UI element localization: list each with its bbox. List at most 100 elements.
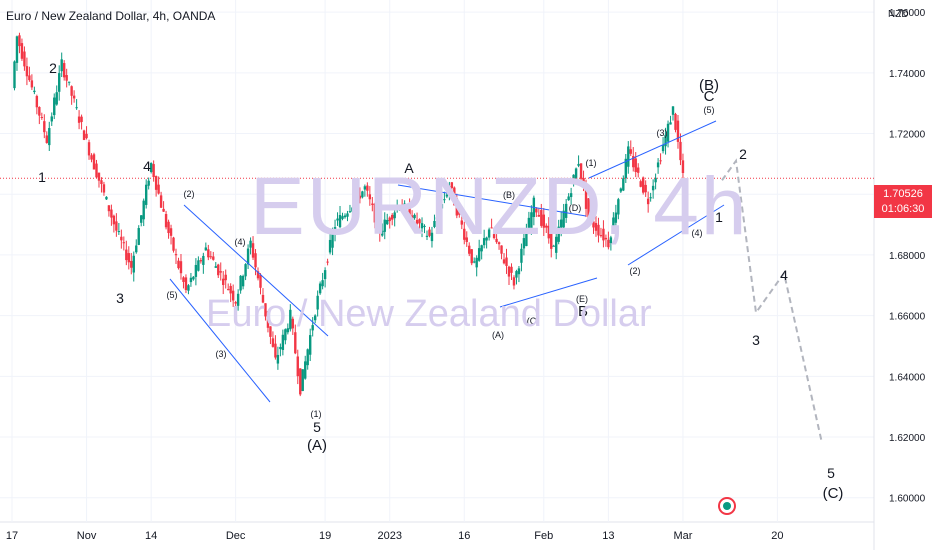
candle-body (87, 142, 91, 156)
wave-label: A (404, 160, 414, 176)
candle-body (391, 214, 394, 220)
candle-body (157, 184, 160, 194)
wave-label: C (704, 88, 715, 105)
trend-channel-line (183, 204, 329, 337)
candle-body (58, 73, 61, 92)
candle-body (545, 225, 548, 228)
candle-body (649, 197, 652, 199)
candle-body (306, 349, 309, 366)
candle-body (301, 369, 304, 391)
wave-label: 5 (827, 465, 835, 481)
candle-body (179, 261, 183, 274)
candle-body (676, 120, 680, 142)
candle-body (602, 228, 605, 241)
candle-body (105, 196, 108, 200)
trend-channel-line (397, 184, 587, 217)
wave-label: (2) (184, 189, 195, 199)
wave-label: (2) (630, 266, 641, 276)
last-price-badge: 1.70526 01:06:30 (874, 185, 932, 218)
candle-body (246, 248, 250, 265)
candle-body (127, 253, 130, 263)
wave-label: (1) (586, 158, 597, 168)
candle-body (569, 193, 573, 198)
candle-body (629, 149, 632, 154)
wave-label: 4 (143, 158, 151, 174)
candle-body (395, 206, 399, 210)
candle-body (674, 113, 677, 130)
candle-body (309, 335, 312, 355)
wave-label: (C) (527, 316, 540, 326)
candle-body (405, 206, 409, 208)
candle-body (217, 264, 220, 276)
candle-body (381, 230, 384, 236)
candle-body (495, 238, 498, 243)
candle-body (70, 86, 73, 96)
candle-body (368, 194, 372, 200)
candle-body (398, 207, 401, 210)
candle-body (321, 280, 324, 287)
x-tick-label: Feb (534, 530, 553, 542)
candle-body (632, 155, 635, 168)
candle-body (259, 274, 262, 288)
candle-body (197, 260, 200, 271)
candle-body (251, 243, 255, 258)
candle-body (256, 271, 260, 279)
x-tick-label: 19 (319, 530, 331, 542)
candle-body (557, 226, 560, 242)
tradingview-logo-icon[interactable] (718, 497, 736, 515)
candle-body (400, 204, 404, 209)
candle-body (671, 106, 675, 115)
candle-body (174, 254, 178, 256)
candle-body (520, 248, 523, 263)
candle-body (420, 223, 424, 229)
candle-body (492, 234, 496, 239)
candle-body (152, 164, 155, 178)
candle-body (331, 232, 334, 248)
candle-body (284, 329, 287, 341)
candle-body (67, 81, 71, 83)
wave-label: (A) (307, 437, 327, 454)
candle-body (236, 293, 240, 306)
wave-label: (3) (216, 349, 227, 359)
x-tick-label: Nov (77, 530, 97, 542)
candle-body (500, 245, 503, 254)
y-tick-label: 1.64000 (889, 372, 926, 383)
candle-body (234, 302, 237, 304)
y-tick-label: 1.76000 (889, 8, 926, 19)
candle-body (353, 200, 357, 206)
candle-body (597, 224, 600, 236)
candle-body (468, 245, 471, 254)
candle-body (540, 210, 543, 226)
candle-body (281, 334, 285, 350)
candle-body (269, 326, 272, 337)
candle-body (45, 135, 48, 143)
candle-body (373, 203, 377, 223)
trend-channel-line (627, 204, 725, 266)
candle-body (530, 212, 533, 230)
candle-body (550, 233, 553, 249)
candle-body (28, 75, 31, 81)
currency-label: NZD (888, 9, 909, 20)
wave-label: (C) (823, 485, 844, 502)
candle-body (455, 197, 459, 216)
candle-body (487, 229, 491, 238)
candle-body (619, 188, 623, 192)
candle-body (639, 181, 642, 187)
watermark-symbol: EURNZD, 4h (250, 161, 749, 252)
wave-label: (4) (235, 237, 246, 247)
candle-body (438, 214, 441, 217)
candle-body (445, 194, 449, 197)
candle-body (475, 257, 478, 268)
candle-body (594, 223, 598, 231)
symbol-title[interactable]: Euro / New Zealand Dollar, 4h, OANDA (6, 9, 216, 23)
candle-body (18, 35, 21, 47)
candle-body (276, 354, 280, 364)
candle-body (343, 215, 347, 218)
candle-body (537, 214, 541, 217)
candle-body (117, 231, 121, 233)
candle-body (137, 228, 140, 245)
candle-body (460, 220, 463, 225)
candle-body (659, 160, 662, 162)
